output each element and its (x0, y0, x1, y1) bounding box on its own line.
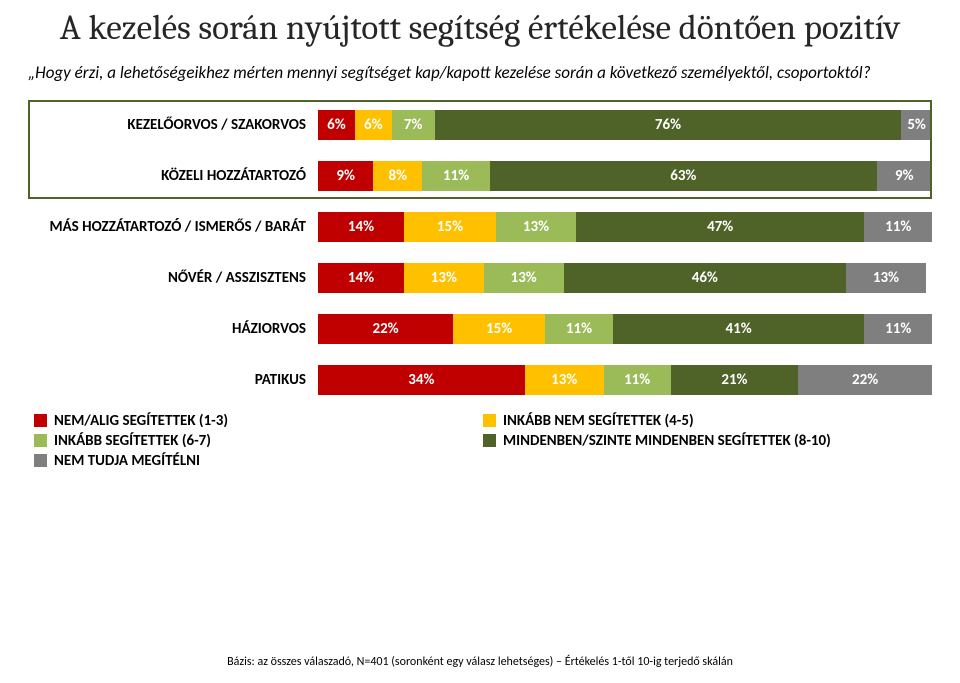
bar-segment: 47% (576, 212, 865, 242)
bar-segment: 13% (484, 263, 564, 293)
legend-swatch (34, 454, 47, 467)
legend-item: INKÁBB NEM SEGÍTETTEK (4-5) (483, 412, 932, 430)
legend-label: INKÁBB NEM SEGÍTETTEK (4-5) (503, 412, 694, 430)
chart-row: HÁZIORVOS22%15%11%41%11% (28, 310, 932, 348)
bar: 22%15%11%41%11% (318, 314, 932, 344)
page-title: A kezelés során nyújtott segítség értéke… (28, 8, 932, 48)
bar-segment: 14% (318, 263, 404, 293)
row-label: KÖZELI HOZZÁTARTOZÓ (28, 167, 318, 185)
row-label: MÁS HOZZÁTARTOZÓ / ISMERŐS / BARÁT (28, 218, 318, 236)
chart-legend: NEM/ALIG SEGÍTETTEK (1-3) INKÁBB SEGÍTETT… (34, 412, 932, 472)
chart-row: KEZELŐORVOS / SZAKORVOS6%6%7%76%5% (28, 106, 932, 144)
legend-item: NEM TUDJA MEGÍTÉLNI (34, 452, 483, 470)
row-label: PATIKUS (28, 371, 318, 389)
legend-item: MINDENBEN/SZINTE MINDENBEN SEGÍTETTEK (8… (483, 432, 932, 450)
bar-segment: 13% (404, 263, 484, 293)
bar-segment: 13% (496, 212, 576, 242)
stacked-bar-chart: KEZELŐORVOS / SZAKORVOS6%6%7%76%5%KÖZELI… (28, 106, 932, 399)
chart-row: PATIKUS34%13%11%21%22% (28, 361, 932, 399)
bar-segment: 11% (545, 314, 613, 344)
bar-segment: 6% (355, 110, 392, 140)
legend-label: NEM TUDJA MEGÍTÉLNI (54, 452, 200, 470)
bar-segment: 11% (864, 314, 932, 344)
row-label: NŐVÉR / ASSZISZTENS (28, 269, 318, 287)
bar-segment: 14% (318, 212, 404, 242)
chart-row: KÖZELI HOZZÁTARTOZÓ9%8%11%63%9% (28, 157, 932, 195)
legend-label: NEM/ALIG SEGÍTETTEK (1-3) (54, 412, 228, 430)
bar-segment: 7% (392, 110, 435, 140)
legend-label: MINDENBEN/SZINTE MINDENBEN SEGÍTETTEK (8… (503, 432, 831, 450)
bar-segment: 13% (525, 365, 604, 395)
bar-segment: 22% (318, 314, 453, 344)
chart-row: MÁS HOZZÁTARTOZÓ / ISMERŐS / BARÁT14%15%… (28, 208, 932, 246)
legend-swatch (483, 414, 496, 427)
row-label: HÁZIORVOS (28, 320, 318, 338)
bar-segment: 15% (404, 212, 496, 242)
bar-segment: 8% (373, 161, 422, 191)
legend-swatch (34, 434, 47, 447)
bar-segment: 21% (671, 365, 799, 395)
bar: 9%8%11%63%9% (318, 161, 932, 191)
chart-footnote: Bázis: az összes válaszadó, N=401 (soron… (0, 655, 960, 669)
chart-question: „Hogy érzi, a lehetőségeikhez mérten men… (28, 62, 932, 83)
bar-segment: 22% (798, 365, 932, 395)
bar: 14%13%13%46%13% (318, 263, 932, 293)
bar-segment: 13% (846, 263, 926, 293)
legend-label: INKÁBB SEGÍTETTEK (6-7) (54, 432, 211, 450)
bar-segment: 9% (877, 161, 932, 191)
bar-segment: 11% (604, 365, 671, 395)
bar-segment: 63% (490, 161, 877, 191)
bar-segment: 5% (901, 110, 932, 140)
row-label: KEZELŐORVOS / SZAKORVOS (28, 116, 318, 134)
legend-item: INKÁBB SEGÍTETTEK (6-7) (34, 432, 483, 450)
bar-segment: 76% (435, 110, 902, 140)
bar-segment: 41% (613, 314, 865, 344)
bar-segment: 46% (564, 263, 846, 293)
bar: 14%15%13%47%11% (318, 212, 932, 242)
bar-segment: 9% (318, 161, 373, 191)
legend-item: NEM/ALIG SEGÍTETTEK (1-3) (34, 412, 483, 430)
bar-segment: 15% (453, 314, 545, 344)
bar-segment: 34% (318, 365, 525, 395)
bar: 6%6%7%76%5% (318, 110, 932, 140)
bar-segment: 6% (318, 110, 355, 140)
bar: 34%13%11%21%22% (318, 365, 932, 395)
legend-swatch (483, 434, 496, 447)
bar-segment: 11% (422, 161, 490, 191)
bar-segment: 11% (864, 212, 932, 242)
legend-swatch (34, 414, 47, 427)
chart-row: NŐVÉR / ASSZISZTENS14%13%13%46%13% (28, 259, 932, 297)
